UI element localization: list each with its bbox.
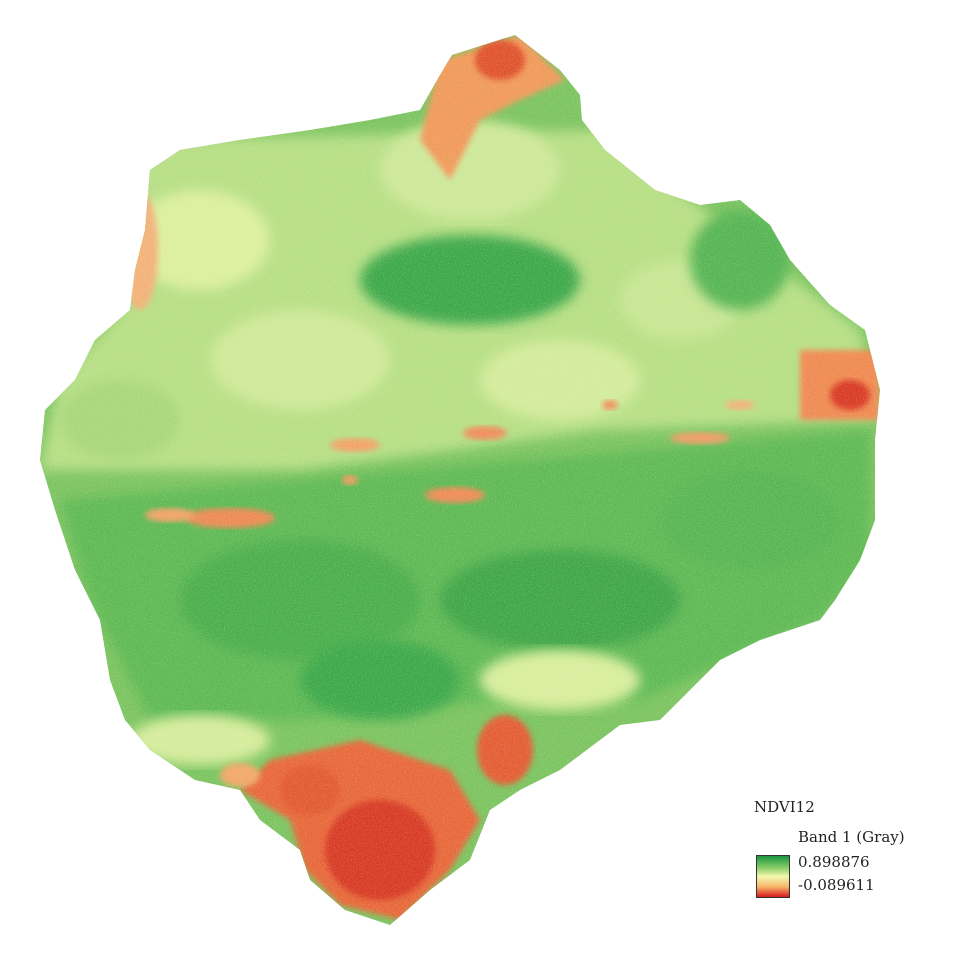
color-ramp xyxy=(756,855,790,898)
map-legend: NDVI12 Band 1 (Gray) 0.898876 -0.089611 xyxy=(754,798,954,908)
legend-max-value: 0.898876 xyxy=(798,853,870,871)
legend-layer-name: NDVI12 xyxy=(754,798,815,816)
legend-min-value: -0.089611 xyxy=(798,876,875,894)
legend-band-label: Band 1 (Gray) xyxy=(798,828,905,846)
